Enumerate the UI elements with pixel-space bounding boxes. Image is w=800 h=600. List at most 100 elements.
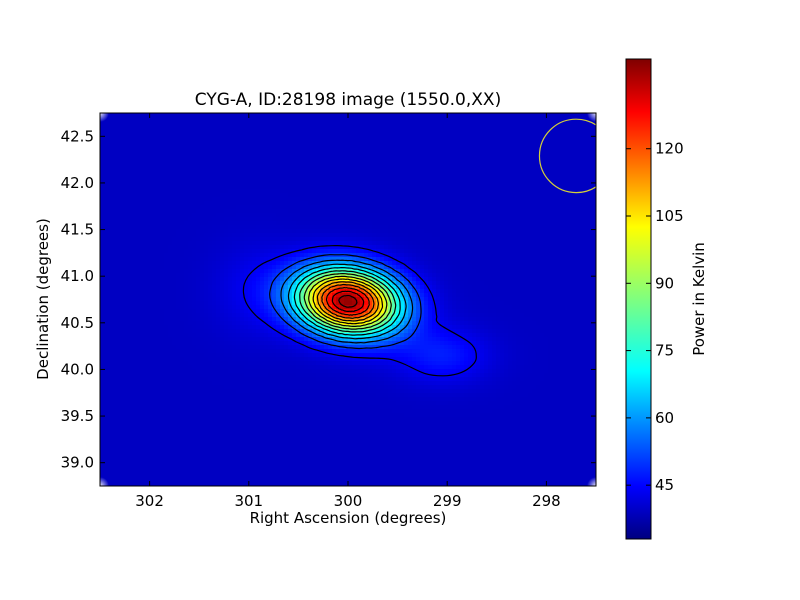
heatmap-cell (184, 205, 189, 210)
heatmap-cell (376, 237, 381, 242)
heatmap-cell (592, 261, 596, 266)
heatmap-cell (228, 129, 233, 134)
heatmap-cell (148, 249, 153, 254)
heatmap-cell (228, 153, 233, 158)
heatmap-cell (492, 249, 497, 254)
heatmap-cell (112, 185, 117, 190)
heatmap-cell (364, 197, 369, 202)
heatmap-cell (112, 217, 117, 222)
heatmap-cell (336, 257, 341, 262)
heatmap-cell (140, 257, 145, 262)
heatmap-cell (212, 141, 217, 146)
heatmap-cell (136, 145, 141, 150)
heatmap-cell (196, 181, 201, 186)
heatmap-cell (456, 213, 461, 218)
heatmap-cell (220, 213, 225, 218)
heatmap-cell (420, 225, 425, 230)
heatmap-cell (484, 193, 489, 198)
heatmap-cell (104, 149, 109, 154)
heatmap-cell (444, 189, 449, 194)
heatmap-cell (212, 117, 217, 122)
heatmap-cell (128, 153, 133, 158)
heatmap-cell (304, 117, 309, 122)
heatmap-cell (264, 237, 269, 242)
heatmap-cell (484, 117, 489, 122)
heatmap-cell (220, 237, 225, 242)
heatmap-cell (472, 261, 477, 266)
heatmap-cell (412, 253, 417, 258)
heatmap-cell (236, 233, 241, 238)
heatmap-cell (280, 169, 285, 174)
heatmap-cell (252, 253, 257, 258)
heatmap-cell (356, 201, 361, 206)
heatmap-cell (156, 197, 161, 202)
heatmap-cell (156, 189, 161, 194)
heatmap-cell (240, 209, 245, 214)
heatmap-cell (188, 265, 193, 270)
heatmap-cell (124, 273, 129, 278)
heatmap-cell (348, 121, 353, 126)
heatmap-cell (504, 233, 509, 238)
heatmap-cell (132, 201, 137, 206)
heatmap-cell (564, 209, 569, 214)
heatmap-cell (244, 113, 249, 118)
heatmap-cell (260, 129, 265, 134)
heatmap-cell (360, 205, 365, 210)
heatmap-cell (512, 149, 517, 154)
heatmap-cell (244, 205, 249, 210)
heatmap-cell (380, 165, 385, 170)
heatmap-cell (248, 141, 253, 146)
heatmap-cell (252, 129, 257, 134)
heatmap-cell (528, 217, 533, 222)
heatmap-cell (184, 117, 189, 122)
heatmap-cell (304, 265, 309, 270)
heatmap-cell (560, 221, 565, 226)
heatmap-cell (152, 221, 157, 226)
heatmap-cell (456, 113, 461, 118)
heatmap-cell (452, 237, 457, 242)
heatmap-cell (388, 261, 393, 266)
heatmap-cell (116, 245, 121, 250)
heatmap-cell (480, 197, 485, 202)
heatmap-cell (168, 193, 173, 198)
heatmap-cell (212, 269, 217, 274)
heatmap-cell (524, 193, 529, 198)
heatmap-cell (352, 185, 357, 190)
heatmap-cell (140, 241, 145, 246)
heatmap-cell (240, 121, 245, 126)
heatmap-cell (372, 233, 377, 238)
heatmap-cell (172, 173, 177, 178)
heatmap-cell (404, 137, 409, 142)
heatmap-cell (396, 245, 401, 250)
heatmap-cell (308, 201, 313, 206)
heatmap-cell (372, 169, 377, 174)
heatmap-cell (284, 197, 289, 202)
heatmap-cell (504, 269, 509, 274)
heatmap-cell (124, 137, 129, 142)
heatmap-cell (228, 217, 233, 222)
heatmap-cell (568, 137, 573, 142)
heatmap-cell (464, 177, 469, 182)
heatmap-cell (460, 213, 465, 218)
heatmap-cell (180, 197, 185, 202)
heatmap-cell (288, 125, 293, 130)
heatmap-cell (220, 245, 225, 250)
heatmap-cell (256, 145, 261, 150)
heatmap-cell (484, 161, 489, 166)
heatmap-cell (428, 181, 433, 186)
heatmap-cell (384, 149, 389, 154)
heatmap-cell (452, 113, 457, 118)
heatmap-cell (368, 161, 373, 166)
heatmap-cell (464, 197, 469, 202)
heatmap-cell (432, 269, 437, 274)
heatmap-cell (196, 273, 201, 278)
heatmap-cell (180, 241, 185, 246)
heatmap-cell (492, 161, 497, 166)
heatmap-cell (272, 193, 277, 198)
heatmap-cell (500, 157, 505, 162)
heatmap-cell (508, 145, 513, 150)
heatmap-cell (360, 197, 365, 202)
heatmap-cell (132, 165, 137, 170)
heatmap-cell (340, 261, 345, 266)
heatmap-cell (228, 221, 233, 226)
